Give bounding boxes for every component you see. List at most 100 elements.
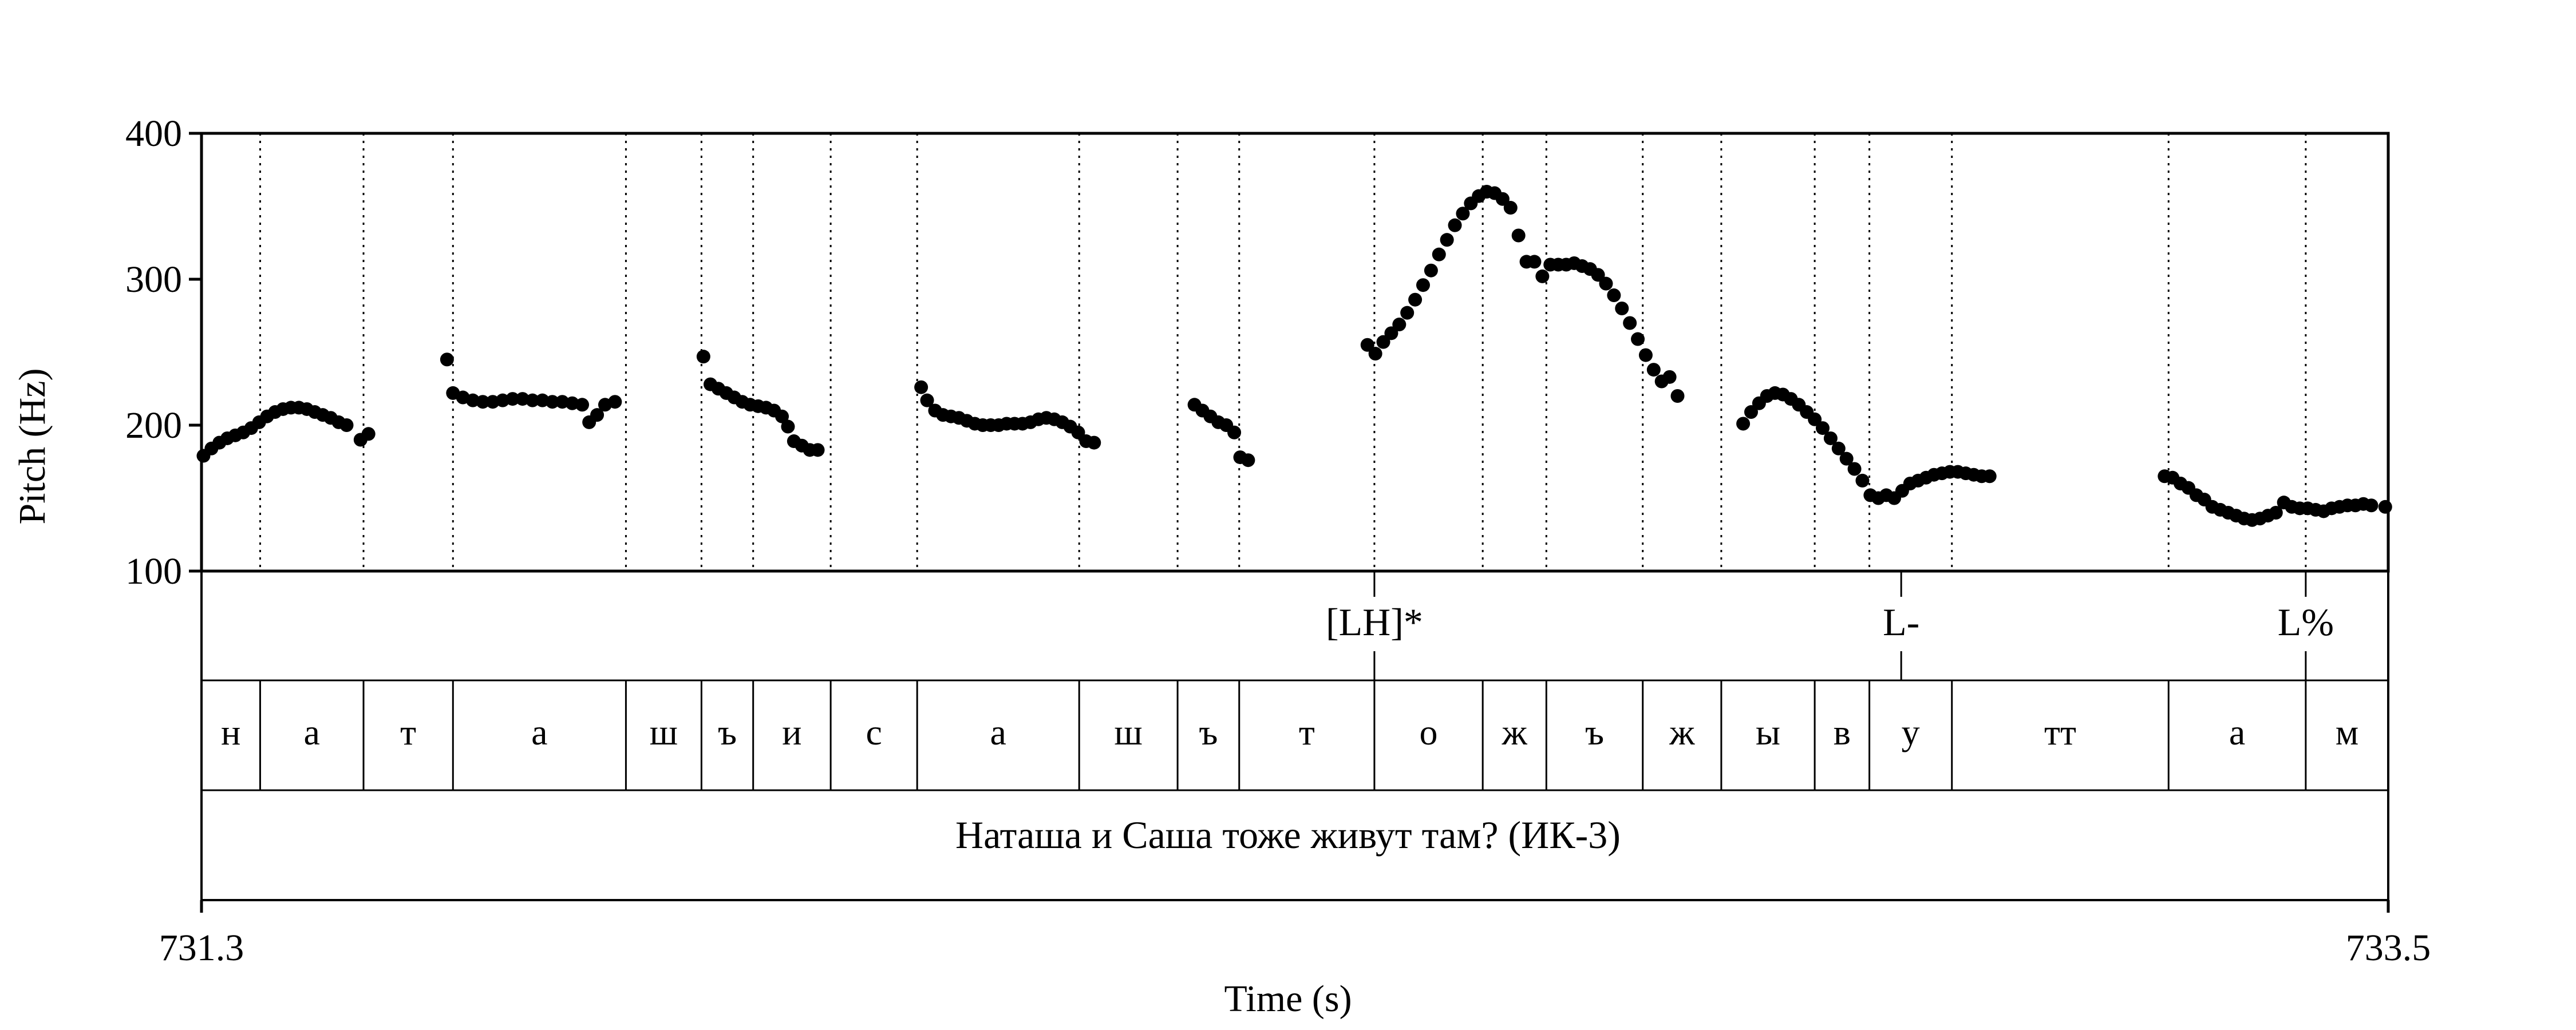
x-tick-label: 733.5 xyxy=(2346,927,2431,969)
pitch-point xyxy=(2378,500,2392,514)
pitch-point xyxy=(1400,306,1415,320)
segment-label: н xyxy=(221,712,240,752)
pitch-point xyxy=(1424,263,1438,278)
segment-label: ъ xyxy=(718,712,737,752)
pitch-point xyxy=(1495,192,1510,206)
pitch-point xyxy=(1456,207,1470,221)
pitch-point xyxy=(1744,405,1758,419)
segment-tier: н а т а ш ъ и с а ш ъ т о ж ъ ж ы в у тт а м xyxy=(221,680,2358,790)
pitch-point xyxy=(1839,451,1854,466)
pitch-point xyxy=(775,409,789,423)
y-tick-label: 300 xyxy=(125,259,182,300)
pitch-point xyxy=(1808,412,1822,426)
segment-label: ъ xyxy=(1585,712,1604,752)
pitch-point xyxy=(1511,228,1526,243)
pitch-point xyxy=(1646,363,1661,377)
pitch-point xyxy=(440,352,454,367)
pitch-point xyxy=(339,418,354,432)
segment-label: ш xyxy=(1115,712,1143,752)
y-tick-label: 100 xyxy=(125,550,182,592)
pitch-point xyxy=(1432,247,1446,262)
segment-label: а xyxy=(531,712,547,752)
pitch-point xyxy=(361,427,376,441)
pitch-point xyxy=(1982,469,1997,484)
tier-panel-frame xyxy=(200,570,2389,901)
pitch-point xyxy=(1535,269,1550,283)
pitch-point xyxy=(1631,332,1645,346)
segment-label: ъ xyxy=(1199,712,1218,752)
segment-label: и xyxy=(782,712,801,752)
pitch-point xyxy=(608,395,622,409)
pitch-point xyxy=(1527,255,1542,269)
segment-label: в xyxy=(1834,712,1851,752)
x-axis-ticks: 731.3 733.5 xyxy=(159,927,2431,969)
segment-label: а xyxy=(304,712,320,752)
pitch-point xyxy=(920,393,934,407)
segment-label: ж xyxy=(1669,712,1695,752)
y-tick-label: 200 xyxy=(125,405,182,446)
pitch-point xyxy=(1823,431,1838,445)
pitch-point xyxy=(1448,218,1462,232)
pitch-point xyxy=(545,395,559,409)
pitch-point xyxy=(2269,506,2283,520)
pitch-point xyxy=(1591,268,1605,282)
pitch-point xyxy=(1670,389,1685,403)
tone-label: L% xyxy=(2278,600,2334,644)
segment-label: а xyxy=(2229,712,2245,752)
pitch-point xyxy=(1599,276,1613,291)
pitch-point xyxy=(811,443,825,457)
segment-label: у xyxy=(1902,712,1920,752)
pitch-point xyxy=(1607,288,1621,303)
pitch-point xyxy=(1368,347,1382,361)
segment-label: ш xyxy=(650,712,678,752)
pitch-point xyxy=(1662,370,1677,384)
tier-frames xyxy=(200,132,2390,913)
tone-label: [LH]* xyxy=(1326,600,1423,644)
pitch-panel-frame xyxy=(200,132,2390,573)
segment-label: о xyxy=(1420,712,1438,752)
pitch-point xyxy=(1847,462,1862,476)
pitch-points xyxy=(196,185,2392,527)
pitch-point xyxy=(914,380,929,394)
pitch-point xyxy=(1408,292,1423,307)
y-axis-ticks: 100 200 300 400 xyxy=(125,113,202,592)
pitch-point xyxy=(781,419,795,434)
pitch-point xyxy=(1623,316,1637,330)
pitch-point xyxy=(1071,425,1085,439)
segment-label: ы xyxy=(1756,712,1780,752)
segment-label: а xyxy=(990,712,1006,752)
pitch-point xyxy=(1384,326,1398,340)
sentence-label: Наташа и Саша тоже живут там? (ИК-3) xyxy=(955,813,1621,857)
pitch-point xyxy=(1638,348,1653,362)
pitch-point xyxy=(1831,441,1846,455)
segment-label: тт xyxy=(2044,712,2076,752)
x-tick-label: 731.3 xyxy=(159,927,244,969)
pitch-point xyxy=(575,398,590,412)
segment-label: с xyxy=(866,712,882,752)
pitch-point xyxy=(1087,435,1101,450)
x-axis-label: Time (s) xyxy=(1224,978,1352,1020)
segment-label: ж xyxy=(1502,712,1528,752)
pitch-point xyxy=(505,392,520,406)
tone-marks: [LH]* L- L% xyxy=(1326,571,2334,680)
pitch-point xyxy=(2364,498,2379,513)
pitch-point xyxy=(1615,302,1629,315)
pitch-point xyxy=(1376,335,1390,349)
pitch-point xyxy=(1416,278,1430,292)
segment-boundary-lines xyxy=(259,133,2307,571)
y-tick-label: 400 xyxy=(125,113,182,154)
pitch-point xyxy=(1816,421,1830,435)
pitch-point xyxy=(526,393,540,407)
pitch-point xyxy=(1440,233,1454,247)
segment-label: м xyxy=(2336,712,2359,752)
segment-label: т xyxy=(1299,712,1315,752)
segment-label: т xyxy=(400,712,416,752)
y-axis-label: Pitch (Hz) xyxy=(11,368,53,524)
pitch-point xyxy=(1392,318,1406,332)
tone-label: L- xyxy=(1883,600,1919,644)
pitch-point xyxy=(1503,201,1518,215)
pitch-point xyxy=(1241,453,1255,468)
pitch-point xyxy=(1227,425,1242,439)
pitch-point xyxy=(1736,417,1751,431)
